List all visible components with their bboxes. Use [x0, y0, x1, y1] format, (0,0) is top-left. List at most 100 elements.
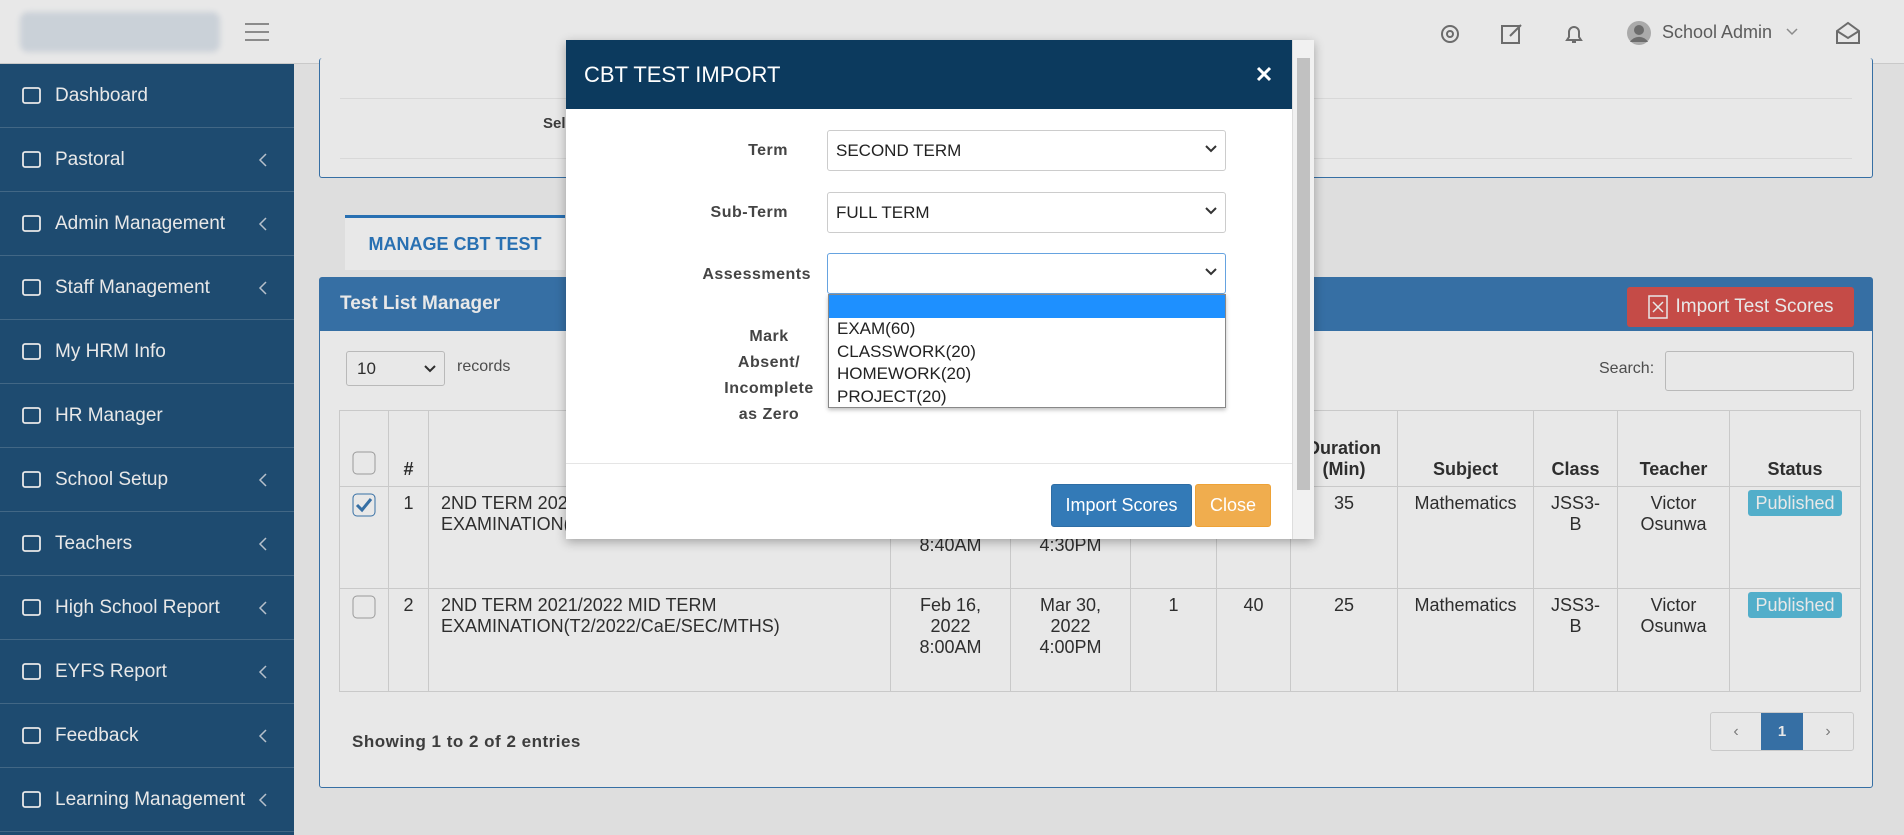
status-badge: Published: [1748, 592, 1842, 618]
column-header[interactable]: Subject: [1397, 410, 1534, 487]
settings-icon[interactable]: [1438, 22, 1462, 46]
import-scores-button[interactable]: Import Scores: [1051, 484, 1192, 527]
count: 1: [1168, 595, 1179, 615]
page-length-value: 10: [357, 359, 376, 378]
submenu-arrow: [258, 665, 267, 679]
page-current[interactable]: 1: [1761, 713, 1803, 750]
teacher: Victor Osunwa: [1640, 595, 1707, 636]
sidebar-item[interactable]: School Setup: [0, 448, 294, 512]
test-title: 2ND TERM 2021/2022 MID TERM EXAMINATION(…: [441, 595, 780, 636]
sidebar-item[interactable]: Learning Management: [0, 768, 294, 832]
column-header[interactable]: Teacher: [1617, 410, 1730, 487]
dropdown-option[interactable]: EXAM(60): [837, 319, 916, 338]
close-button[interactable]: Close: [1195, 484, 1271, 527]
sidebar-icon: [22, 215, 41, 232]
assessments-dropdown: EXAM(60) CLASSWORK(20) HOMEWORK(20) PROJECT…: [828, 294, 1226, 408]
pagination: ‹ 1 ›: [1710, 712, 1854, 751]
sidebar-item[interactable]: Staff Management: [0, 256, 294, 320]
sidebar-icon: [22, 471, 41, 488]
modal-title: CBT TEST IMPORT: [584, 62, 781, 87]
dropdown-option[interactable]: HOMEWORK(20): [837, 364, 972, 383]
subterm-value: FULL TERM: [836, 203, 930, 222]
icon-shape: [22, 471, 41, 488]
icon-shape: [22, 599, 41, 616]
subject-cell: Mathematics: [1397, 486, 1534, 589]
sidebar-label: Teachers: [55, 532, 133, 554]
teacher: Victor Osunwa: [1640, 493, 1707, 534]
arrow-shape: [258, 601, 267, 615]
column-header[interactable]: Status: [1729, 410, 1861, 487]
teacher-cell: Victor Osunwa: [1617, 486, 1730, 589]
dropdown-option[interactable]: PROJECT(20): [837, 386, 947, 406]
sidebar-item[interactable]: Pastoral: [0, 128, 294, 192]
icon-shape: [22, 407, 41, 424]
arrow-shape: [258, 793, 267, 807]
submenu-arrow: [258, 153, 267, 167]
start-date-cell: Feb 16, 2022 8:00AM: [890, 588, 1011, 692]
sidebar-label: High School Report: [55, 596, 220, 618]
icon-shape: [22, 727, 41, 744]
sidebar-label: HR Manager: [55, 404, 163, 426]
subterm-select[interactable]: FULL TERM: [827, 192, 1226, 233]
submenu-arrow: [258, 793, 267, 807]
table-row[interactable]: 2 2ND TERM 2021/2022 MID TERM EXAMINATION…: [339, 588, 1861, 692]
chevron: [424, 365, 436, 373]
page-prev[interactable]: ‹: [1733, 723, 1739, 740]
term-select[interactable]: SECOND TERM: [827, 130, 1226, 171]
sidebar: Dashboard Pastoral Admin Management Staff M…: [0, 64, 294, 835]
chevron: [1205, 207, 1217, 215]
sidebar-item[interactable]: High School Report: [0, 576, 294, 640]
icon-shape: [22, 87, 41, 104]
checkbox[interactable]: [352, 493, 376, 517]
column-header[interactable]: #: [388, 410, 429, 487]
mark-label-line: Absent/: [737, 354, 801, 371]
logo[interactable]: [20, 12, 220, 52]
sidebar-label: School Setup: [55, 468, 169, 490]
modal-close-icon[interactable]: [1256, 66, 1272, 82]
panel-title: Test List Manager: [340, 293, 501, 314]
avatar[interactable]: [1626, 20, 1652, 46]
scrollbar[interactable]: [1292, 40, 1314, 539]
arrow-shape: [258, 665, 267, 679]
import-test-scores-button[interactable]: Import Test Scores: [1627, 287, 1854, 327]
end-date-cell: Mar 30, 2022 4:00PM: [1010, 588, 1131, 692]
sidebar-item[interactable]: HR Manager: [0, 384, 294, 448]
row-number: 1: [403, 493, 414, 513]
menu-toggle[interactable]: [244, 22, 270, 42]
search-input[interactable]: [1665, 351, 1854, 391]
page-next[interactable]: ›: [1825, 723, 1831, 740]
sidebar-item[interactable]: EYFS Report: [0, 640, 294, 704]
dropdown-option[interactable]: CLASSWORK(20): [837, 341, 976, 361]
sidebar-item[interactable]: Admin Management: [0, 192, 294, 256]
excel-icon: [1648, 295, 1669, 319]
assessments-select[interactable]: [827, 253, 1226, 294]
sidebar-item[interactable]: Teachers: [0, 512, 294, 576]
tab-active[interactable]: MANAGE CBT TEST: [345, 215, 565, 270]
mark-absent-label: Mark Absent/Incomplete as Zero: [716, 324, 822, 428]
user-name[interactable]: School Admin: [1662, 22, 1773, 42]
sidebar-item[interactable]: My HRM Info: [0, 320, 294, 384]
sidebar-icon: [22, 663, 41, 680]
checkbox[interactable]: [352, 595, 376, 619]
notification-icon[interactable]: [1562, 22, 1586, 46]
dropdown-option-highlighted[interactable]: [829, 295, 1225, 318]
sidebar-label: Learning Management: [55, 788, 246, 810]
row-select[interactable]: [339, 486, 389, 589]
sidebar-item[interactable]: Dashboard: [0, 64, 294, 128]
column-header[interactable]: Class: [1533, 410, 1618, 487]
edit-icon[interactable]: [1500, 22, 1524, 46]
arrow-shape: [258, 281, 267, 295]
start-date: Feb 16, 2022 8:00AM: [919, 595, 982, 657]
sidebar-icon: [22, 535, 41, 552]
user-caret: [1786, 28, 1798, 36]
mail-icon[interactable]: [1835, 21, 1861, 45]
sidebar-item[interactable]: Feedback: [0, 704, 294, 768]
arrow-shape: [258, 729, 267, 743]
modal: CBT TEST IMPORT Term SECOND TERM Sub-Ter…: [566, 40, 1314, 539]
sidebar-icon: [22, 279, 41, 296]
page-length-select[interactable]: 10: [346, 351, 445, 386]
class: JSS3-B: [1550, 595, 1601, 636]
scrollbar-thumb[interactable]: [1297, 58, 1310, 490]
checkbox[interactable]: [352, 451, 376, 475]
